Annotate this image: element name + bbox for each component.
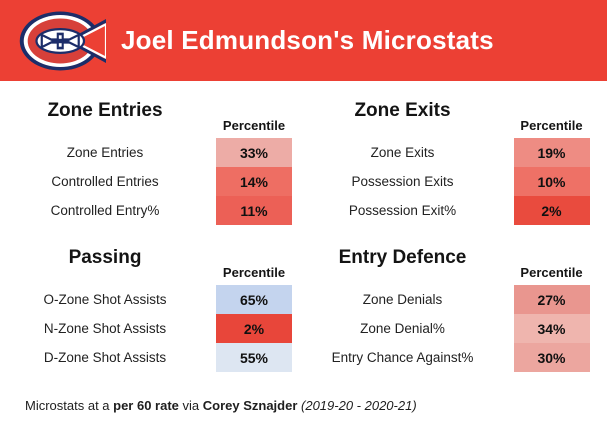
footer-text-segment: via (178, 398, 203, 413)
header-bar: Joel Edmundson's Microstats (0, 0, 607, 81)
metric-label: Zone Entries (66, 145, 144, 160)
stat-section-zone-entries: Zone Entries Percentile Zone Entries 33%… (12, 93, 298, 225)
footer-text-segment: (2019-20 - 2020-21) (297, 398, 417, 413)
page-title: Joel Edmundson's Microstats (121, 25, 494, 55)
metric-label: Entry Chance Against% (331, 350, 474, 365)
percentile-value-cell: 11% (216, 196, 292, 225)
footer-attribution: Microstats at a per 60 rate via Corey Sz… (25, 398, 417, 413)
footer-text-segment: Corey Sznajder (202, 398, 298, 413)
metric-label: Possession Exits (351, 174, 454, 189)
percentile-value-cell: 2% (513, 196, 590, 225)
metric-label: O-Zone Shot Assists (43, 292, 167, 307)
percentile-value-cell: 55% (216, 343, 292, 372)
metric-label: N-Zone Shot Assists (43, 321, 167, 336)
percentile-value-cell: 19% (513, 138, 590, 167)
percentile-value-cell: 27% (513, 285, 590, 314)
percentile-value-cell: 33% (216, 138, 292, 167)
metric-label: D-Zone Shot Assists (43, 350, 167, 365)
footer-text-segment: Microstats at a (25, 398, 114, 413)
montreal-canadiens-logo-icon (19, 11, 106, 70)
percentile-column-header: Percentile (520, 118, 583, 133)
metric-label: Possession Exit% (348, 203, 457, 218)
percentile-column-header: Percentile (520, 265, 583, 280)
stat-section-zone-exits: Zone Exits Percentile Zone Exits 19% Pos… (310, 93, 596, 225)
section-title: Zone Entries (47, 100, 163, 121)
percentile-value-cell: 34% (513, 314, 590, 343)
metric-label: Zone Exits (370, 145, 435, 160)
percentile-value-cell: 10% (513, 167, 590, 196)
metric-label: Zone Denials (362, 292, 443, 307)
stat-section-passing: Passing Percentile O-Zone Shot Assists 6… (12, 240, 298, 372)
percentile-value-cell: 65% (216, 285, 292, 314)
metric-label: Controlled Entry% (50, 203, 160, 218)
section-title: Passing (68, 247, 142, 268)
stats-grid: Zone Entries Percentile Zone Entries 33%… (0, 81, 607, 372)
percentile-column-header: Percentile (222, 265, 286, 280)
percentile-value-cell: 14% (216, 167, 292, 196)
metric-label: Zone Denial% (360, 321, 445, 336)
percentile-column-header: Percentile (222, 118, 286, 133)
section-title: Entry Defence (338, 247, 467, 268)
metric-label: Controlled Entries (51, 174, 159, 189)
percentile-value-cell: 2% (216, 314, 292, 343)
section-title: Zone Exits (354, 100, 451, 121)
stat-section-entry-defence: Entry Defence Percentile Zone Denials 27… (310, 240, 596, 372)
percentile-value-cell: 30% (513, 343, 590, 372)
footer-text-segment: per 60 rate (113, 398, 179, 413)
